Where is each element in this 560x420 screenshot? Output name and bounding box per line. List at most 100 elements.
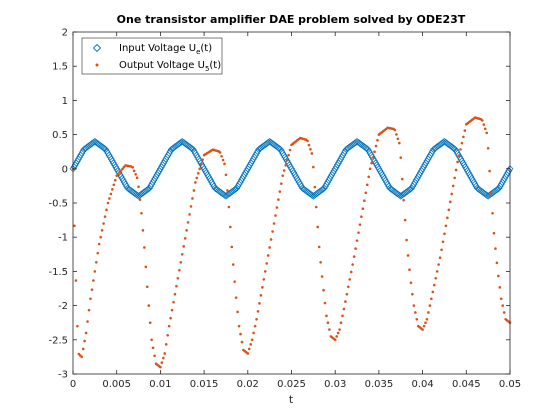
output-voltage-point xyxy=(314,205,318,209)
output-voltage-point xyxy=(89,297,92,301)
output-voltage-point xyxy=(411,292,414,296)
output-voltage-point xyxy=(96,251,100,255)
output-voltage-point xyxy=(495,261,499,265)
output-voltage-point xyxy=(454,168,458,172)
output-voltage-point xyxy=(256,310,260,313)
output-voltage-point xyxy=(223,162,226,166)
output-voltage-point xyxy=(185,229,188,232)
output-voltage-point xyxy=(109,192,113,196)
output-voltage-point xyxy=(170,308,174,312)
x-tick-label: 0.03 xyxy=(324,379,346,390)
output-voltage-point xyxy=(272,222,276,225)
output-voltage-point xyxy=(100,229,104,232)
input-voltage-point xyxy=(505,167,513,175)
output-voltage-point xyxy=(162,356,165,360)
output-voltage-point xyxy=(313,185,317,189)
output-voltage-point xyxy=(424,321,427,325)
output-voltage-point xyxy=(134,172,137,176)
output-voltage-point xyxy=(224,173,228,177)
output-voltage-point xyxy=(492,231,496,235)
output-voltage-point xyxy=(179,260,183,264)
output-voltage-point xyxy=(189,205,193,208)
output-voltage-point xyxy=(281,174,285,177)
output-voltage-point xyxy=(444,224,448,228)
legend-label-output: Output Voltage U5(t) xyxy=(119,60,221,73)
output-voltage-point xyxy=(226,189,229,192)
output-voltage-point xyxy=(194,181,197,184)
input-voltage-point xyxy=(166,147,174,155)
output-voltage-point xyxy=(121,167,124,171)
output-voltage-point xyxy=(199,162,203,166)
output-voltage-point xyxy=(259,294,263,297)
output-voltage-point xyxy=(354,247,357,250)
output-voltage-point xyxy=(483,127,487,131)
legend-entry-output: Output Voltage U5(t) xyxy=(95,60,221,73)
output-voltage-point xyxy=(118,170,121,174)
output-voltage-point xyxy=(119,169,123,172)
y-tick-label: -3 xyxy=(58,370,68,381)
output-voltage-point xyxy=(288,148,292,152)
output-voltage-point xyxy=(434,276,438,280)
output-voltage-point xyxy=(186,221,190,224)
output-voltage-point xyxy=(342,307,346,311)
output-voltage-point xyxy=(178,268,181,272)
output-voltage-point xyxy=(415,317,419,321)
output-voltage-point xyxy=(339,321,343,325)
output-voltage-point xyxy=(144,265,148,269)
output-voltage-point xyxy=(485,131,488,135)
x-tick-label: 0.025 xyxy=(277,379,306,390)
output-voltage-point xyxy=(338,328,341,331)
output-voltage-point xyxy=(113,178,117,182)
output-voltage-point xyxy=(103,215,107,218)
output-voltage-point xyxy=(116,172,120,176)
output-voltage-point xyxy=(373,150,376,153)
y-tick-label: 2 xyxy=(62,28,68,39)
output-voltage-point xyxy=(182,245,186,248)
input-voltage-point xyxy=(79,147,87,155)
output-voltage-point xyxy=(90,288,94,291)
output-voltage-point xyxy=(237,324,241,328)
output-voltage-point xyxy=(284,164,287,167)
output-voltage-point xyxy=(274,214,277,217)
output-voltage-point xyxy=(196,172,200,175)
output-voltage-point xyxy=(122,165,126,169)
output-voltage-point xyxy=(345,292,349,296)
input-voltage-point xyxy=(123,182,131,190)
output-voltage-point xyxy=(376,139,379,142)
output-voltage-point xyxy=(323,301,327,305)
output-voltage-point xyxy=(227,205,231,209)
output-voltage-point xyxy=(92,279,95,282)
input-voltage-point xyxy=(428,147,436,155)
output-voltage-point xyxy=(86,320,89,323)
output-voltage-point xyxy=(363,199,366,203)
output-voltage-point xyxy=(502,311,506,314)
output-voltage-point xyxy=(459,148,462,151)
output-voltage-point xyxy=(365,183,369,187)
output-voltage-point xyxy=(195,176,199,180)
x-tick-label: 0.01 xyxy=(149,379,171,390)
output-voltage-point xyxy=(191,197,194,200)
output-voltage-point xyxy=(147,304,151,307)
output-voltage-point xyxy=(112,183,116,187)
y-tick-label: -2.5 xyxy=(48,335,68,346)
output-voltage-point xyxy=(97,242,101,246)
output-voltage-point xyxy=(145,285,149,289)
input-voltage-point xyxy=(341,147,349,155)
output-voltage-point xyxy=(438,256,442,260)
output-voltage-point xyxy=(405,238,408,242)
y-tick-label: 1.5 xyxy=(52,62,68,73)
x-tick-label: 0.04 xyxy=(411,379,433,390)
x-tick-label: 0 xyxy=(70,379,76,390)
x-tick-label: 0.035 xyxy=(365,379,394,390)
x-tick-label: 0.05 xyxy=(499,379,521,390)
y-tick-label: 1 xyxy=(62,96,68,107)
output-voltage-point xyxy=(320,275,324,278)
output-voltage-point xyxy=(236,310,239,314)
output-voltage-point xyxy=(371,156,375,159)
output-voltage-point xyxy=(427,311,430,314)
output-voltage-point xyxy=(141,229,145,232)
output-voltage-point xyxy=(355,239,359,242)
output-voltage-point xyxy=(430,297,433,301)
plot-area xyxy=(73,32,510,374)
output-voltage-point xyxy=(344,300,347,303)
